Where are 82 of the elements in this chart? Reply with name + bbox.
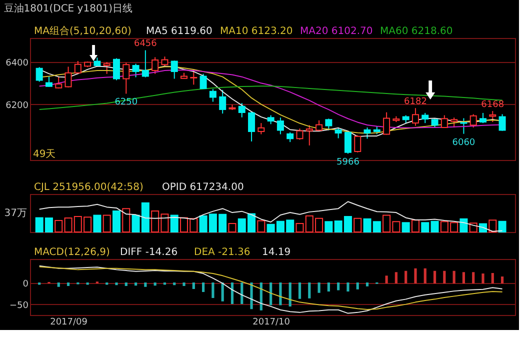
annotation: 49天 xyxy=(33,149,56,160)
bar xyxy=(421,222,430,232)
bar xyxy=(102,214,111,232)
candlestick xyxy=(248,111,256,142)
x-tick-label: 2017/09 xyxy=(50,318,88,328)
text: MA10 6123.20 xyxy=(220,26,293,37)
y-tick-label: 6200 xyxy=(6,100,29,111)
candlestick xyxy=(296,128,304,140)
candlestick xyxy=(440,114,448,128)
candlestick xyxy=(344,131,352,154)
y-tick-label: 0 xyxy=(22,279,29,290)
candlestick xyxy=(383,112,390,136)
candlestick xyxy=(209,88,216,102)
candlestick xyxy=(286,132,294,143)
bar xyxy=(411,220,420,232)
text: 37万 xyxy=(4,208,27,219)
text: MA60 6218.60 xyxy=(380,26,453,37)
x-tick-label: 2017/10 xyxy=(252,318,290,328)
series-label: DIFF -14.26 xyxy=(120,247,178,258)
legend-title: MA组合(5,10,20,60) xyxy=(34,25,132,37)
candlestick xyxy=(258,122,265,135)
bar xyxy=(54,220,63,232)
candlestick xyxy=(422,112,429,124)
annotation: 5966 xyxy=(336,158,360,168)
candlestick xyxy=(55,76,62,89)
text: MA5 6119.60 xyxy=(146,26,212,37)
candlestick xyxy=(142,50,149,78)
bar xyxy=(402,222,410,232)
candlestick xyxy=(219,89,226,114)
candlestick xyxy=(122,62,130,94)
candlestick xyxy=(200,73,207,90)
bar xyxy=(488,220,497,232)
candlestick xyxy=(412,108,419,126)
series-label: OPID 617234.00 xyxy=(162,182,244,193)
text: MA20 6102.70 xyxy=(300,26,373,37)
annotation: 6060 xyxy=(452,138,476,148)
series-label: DEA -21.36 xyxy=(194,247,250,258)
candlestick xyxy=(161,56,168,67)
candlestick xyxy=(450,117,458,128)
annotation: 6168 xyxy=(481,100,504,110)
candlestick xyxy=(460,118,468,134)
text: 14.19 xyxy=(262,247,291,258)
legend-title: MACD(12,26,9) xyxy=(34,247,110,258)
candlestick xyxy=(74,60,82,74)
y-tick-label: 6400 xyxy=(6,58,29,69)
candlestick xyxy=(36,66,43,82)
annotation: 6182 xyxy=(404,97,427,108)
bar xyxy=(430,220,439,232)
candlestick xyxy=(170,60,178,80)
candlestick xyxy=(364,126,371,140)
candlestick xyxy=(498,114,506,132)
bar xyxy=(498,220,506,232)
candlestick xyxy=(238,102,246,118)
bar xyxy=(170,214,178,232)
candlestick xyxy=(489,110,496,123)
bar xyxy=(324,221,333,232)
candlestick xyxy=(470,114,477,128)
bar xyxy=(228,222,236,232)
y-tick-label: −50 xyxy=(10,300,29,311)
candlestick xyxy=(479,112,486,124)
annotation: 6456 xyxy=(134,39,158,50)
text: CJL 251956.00(42:58) xyxy=(34,182,144,193)
bar xyxy=(354,218,362,232)
bar xyxy=(296,222,304,232)
chart-title: 豆油1801(DCE y1801)日线 xyxy=(4,2,133,14)
candlestick xyxy=(152,56,159,74)
candlestick xyxy=(354,134,362,153)
candlestick xyxy=(64,66,72,88)
bar xyxy=(93,214,102,232)
candlestick xyxy=(276,117,284,135)
bar xyxy=(460,218,468,232)
bar xyxy=(257,220,266,232)
annotation: 6250 xyxy=(114,98,138,108)
candlestick xyxy=(112,58,120,81)
candlestick xyxy=(45,76,52,88)
candlestick xyxy=(334,126,342,139)
bar xyxy=(122,208,130,232)
candlestick xyxy=(103,62,110,74)
candlestick xyxy=(306,124,313,146)
bar xyxy=(112,210,120,232)
candlestick xyxy=(132,63,140,78)
candlestick xyxy=(190,70,198,86)
